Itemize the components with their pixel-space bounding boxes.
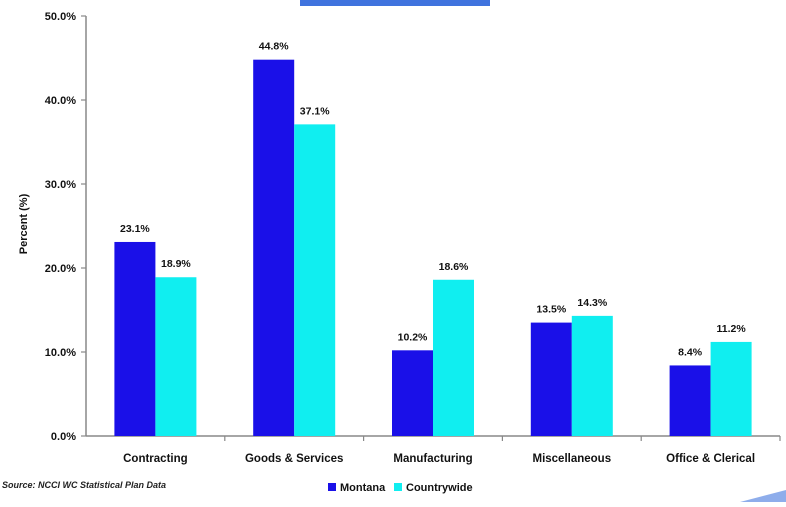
data-label: 8.4% — [678, 346, 703, 358]
category-label: Office & Clerical — [666, 453, 755, 465]
y-tick-label: 40.0% — [45, 95, 76, 107]
legend-label-countrywide: Countrywide — [406, 482, 473, 494]
y-axis-ticks: 0.0% 10.0% 20.0% 30.0% 40.0% 50.0% — [45, 11, 86, 443]
bar-countrywide — [433, 279, 474, 436]
data-label: 13.5% — [536, 304, 566, 316]
y-tick-label: 10.0% — [45, 347, 76, 359]
data-label: 23.1% — [120, 223, 150, 235]
bar-montana — [669, 365, 711, 436]
data-label: 14.3% — [577, 297, 607, 309]
data-label: 18.6% — [439, 261, 469, 273]
legend: Montana Countrywide — [328, 482, 473, 494]
legend-swatch-montana — [328, 483, 336, 491]
value-labels: 23.1% 18.9% 44.8% 37.1% 10.2% 18.6% 13.5% 14.3%… — [120, 41, 746, 359]
bars — [114, 59, 752, 437]
bar-montana — [392, 350, 433, 436]
y-axis-label: Percent (%) — [18, 193, 30, 254]
category-label: Contracting — [123, 453, 188, 465]
category-label: Miscellaneous — [532, 453, 611, 465]
y-tick-label: 20.0% — [45, 263, 76, 275]
data-label: 11.2% — [716, 323, 746, 335]
bar-countrywide — [571, 315, 613, 436]
legend-swatch-countrywide — [394, 483, 402, 491]
source-note: Source: NCCI WC Statistical Plan Data — [2, 480, 166, 490]
legend-label-montana: Montana — [340, 482, 386, 494]
data-label: 37.1% — [300, 105, 330, 117]
bar-montana — [253, 59, 295, 437]
data-label: 18.9% — [161, 258, 191, 270]
corner-decoration — [740, 490, 786, 502]
bar-countrywide — [155, 277, 197, 436]
bar-montana — [114, 241, 156, 436]
bar-countrywide — [294, 124, 336, 437]
data-label: 44.8% — [259, 41, 289, 53]
category-label: Manufacturing — [393, 453, 472, 465]
category-label: Goods & Services — [245, 453, 343, 465]
title-strip — [300, 0, 490, 6]
bar-countrywide — [710, 341, 752, 436]
category-labels: Contracting Goods & Services Manufacturing… — [123, 453, 755, 465]
y-tick-label: 30.0% — [45, 179, 76, 191]
y-tick-label: 0.0% — [51, 431, 76, 443]
bar-montana — [530, 322, 572, 436]
y-tick-label: 50.0% — [45, 11, 76, 23]
data-label: 10.2% — [398, 331, 428, 343]
